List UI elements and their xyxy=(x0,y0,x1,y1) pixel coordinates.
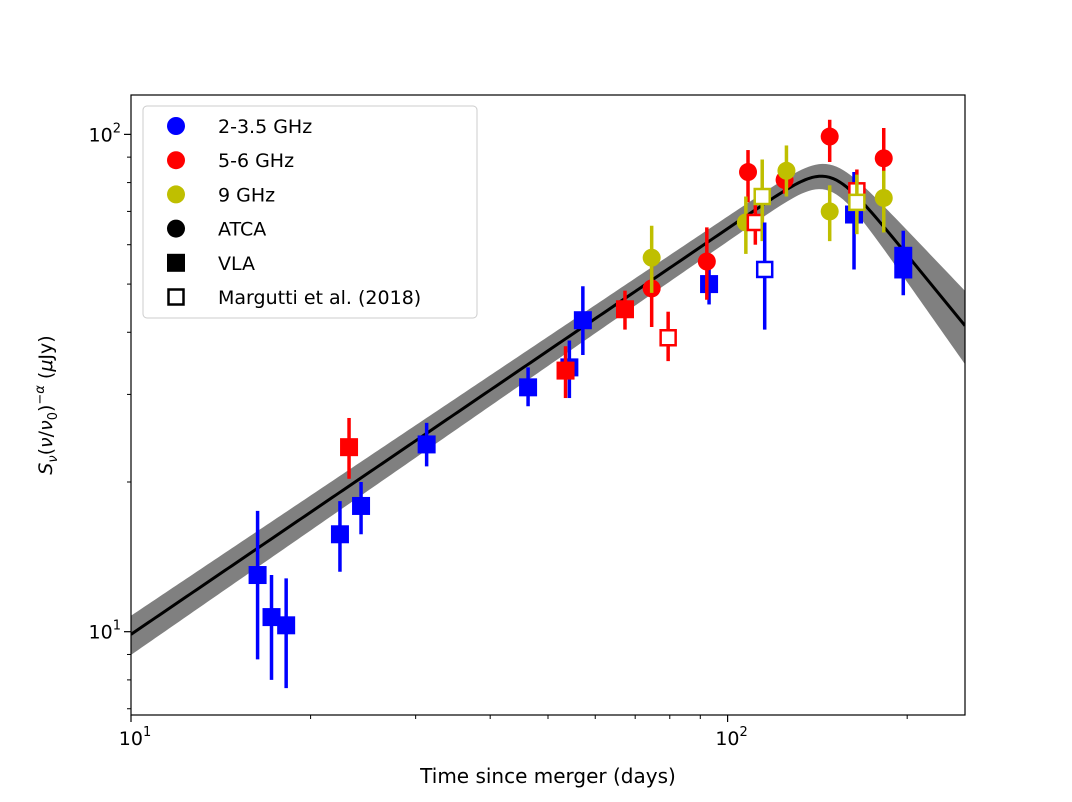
data-point-4-0 xyxy=(659,311,677,362)
x-tick-label-0: 101 xyxy=(119,725,151,750)
legend-entry-4: VLA xyxy=(167,253,255,275)
circle-marker xyxy=(642,248,661,267)
open-square-marker xyxy=(753,187,771,206)
legend-marker xyxy=(167,253,185,272)
data-point-0-12 xyxy=(894,244,913,296)
square-marker xyxy=(556,361,575,380)
square-marker xyxy=(573,311,592,330)
data-point-0-4 xyxy=(352,481,371,535)
model-uncertainty-band xyxy=(131,163,965,655)
data-point-5-0 xyxy=(753,159,771,242)
legend-label: 2-3.5 GHz xyxy=(218,116,312,138)
legend-marker xyxy=(167,117,185,135)
data-point-5-1 xyxy=(848,174,866,235)
legend-label: ATCA xyxy=(218,219,266,241)
data-point-3-4 xyxy=(874,170,893,233)
data-point-1-2 xyxy=(615,290,634,330)
data-point-1-0 xyxy=(340,417,359,479)
legend-entry-1: 5-6 GHz xyxy=(167,150,294,172)
model-band-layer xyxy=(131,163,965,655)
data-point-0-3 xyxy=(330,501,349,572)
legend-entry-3: ATCA xyxy=(167,219,266,241)
legend: 2-3.5 GHz 5-6 GHz 9 GHz ATCA VLA Margutti et … xyxy=(142,105,478,319)
legend-label: 5-6 GHz xyxy=(218,150,294,172)
square-marker xyxy=(700,275,719,294)
data-point-6-0 xyxy=(755,222,774,330)
data-point-0-0 xyxy=(248,510,267,660)
y-tick-label-0: 101 xyxy=(89,619,121,644)
square-marker xyxy=(330,525,349,544)
circle-marker xyxy=(874,188,893,207)
circle-marker xyxy=(820,127,839,146)
open-square-marker xyxy=(848,193,866,212)
legend-marker xyxy=(167,219,185,238)
y-tick-label-1: 102 xyxy=(89,121,121,146)
legend-entry-0: 2-3.5 GHz xyxy=(167,116,312,138)
legend-box xyxy=(142,105,478,319)
data-point-3-2 xyxy=(777,145,796,197)
data-point-1-1 xyxy=(556,346,575,399)
open-square-marker xyxy=(659,329,677,347)
data-point-0-2 xyxy=(277,578,296,689)
data-point-2-2 xyxy=(739,150,758,203)
x-tick-label-1: 102 xyxy=(715,725,747,750)
data-point-3-3 xyxy=(820,185,839,242)
x-axis-label: Time since merger (days) xyxy=(419,764,676,788)
data-point-0-8 xyxy=(573,286,592,356)
circle-marker xyxy=(820,202,839,221)
circle-marker xyxy=(777,161,796,180)
square-marker xyxy=(262,608,281,627)
square-marker xyxy=(248,566,267,585)
axes-layer: 101 102 101 102 xyxy=(89,121,908,750)
data-point-3-0 xyxy=(642,225,661,293)
data-point-2-1 xyxy=(697,227,716,300)
data-point-0-1 xyxy=(262,575,281,680)
circle-marker xyxy=(697,252,716,271)
open-square-marker xyxy=(755,260,774,279)
legend-marker xyxy=(167,151,185,170)
square-marker xyxy=(277,616,296,635)
legend-entry-5: Margutti et al. (2018) xyxy=(167,287,421,309)
square-marker xyxy=(894,260,913,279)
data-point-2-4 xyxy=(820,119,839,162)
square-marker xyxy=(340,438,359,457)
model-curve xyxy=(131,174,965,636)
data-point-0-6 xyxy=(519,367,538,407)
legend-marker xyxy=(167,288,185,306)
svg-text:Sν(ν/ν0)−α (μJy): Sν(ν/ν0)−α (μJy) xyxy=(33,335,61,474)
legend-label: Margutti et al. (2018) xyxy=(218,287,421,309)
square-marker xyxy=(352,496,371,515)
legend-label: VLA xyxy=(218,253,255,275)
square-marker xyxy=(519,378,538,397)
square-marker xyxy=(417,435,436,454)
data-points-layer xyxy=(248,119,913,689)
y-axis-label: Sν(ν/ν0)−α (μJy) xyxy=(33,335,61,474)
data-point-0-9 xyxy=(700,265,719,305)
legend-marker xyxy=(167,185,185,204)
legend-label: 9 GHz xyxy=(218,184,275,206)
data-point-0-5 xyxy=(417,422,436,467)
circle-marker xyxy=(874,149,893,168)
circle-marker xyxy=(739,163,758,182)
square-marker xyxy=(615,300,634,319)
legend-entry-2: 9 GHz xyxy=(167,184,275,206)
